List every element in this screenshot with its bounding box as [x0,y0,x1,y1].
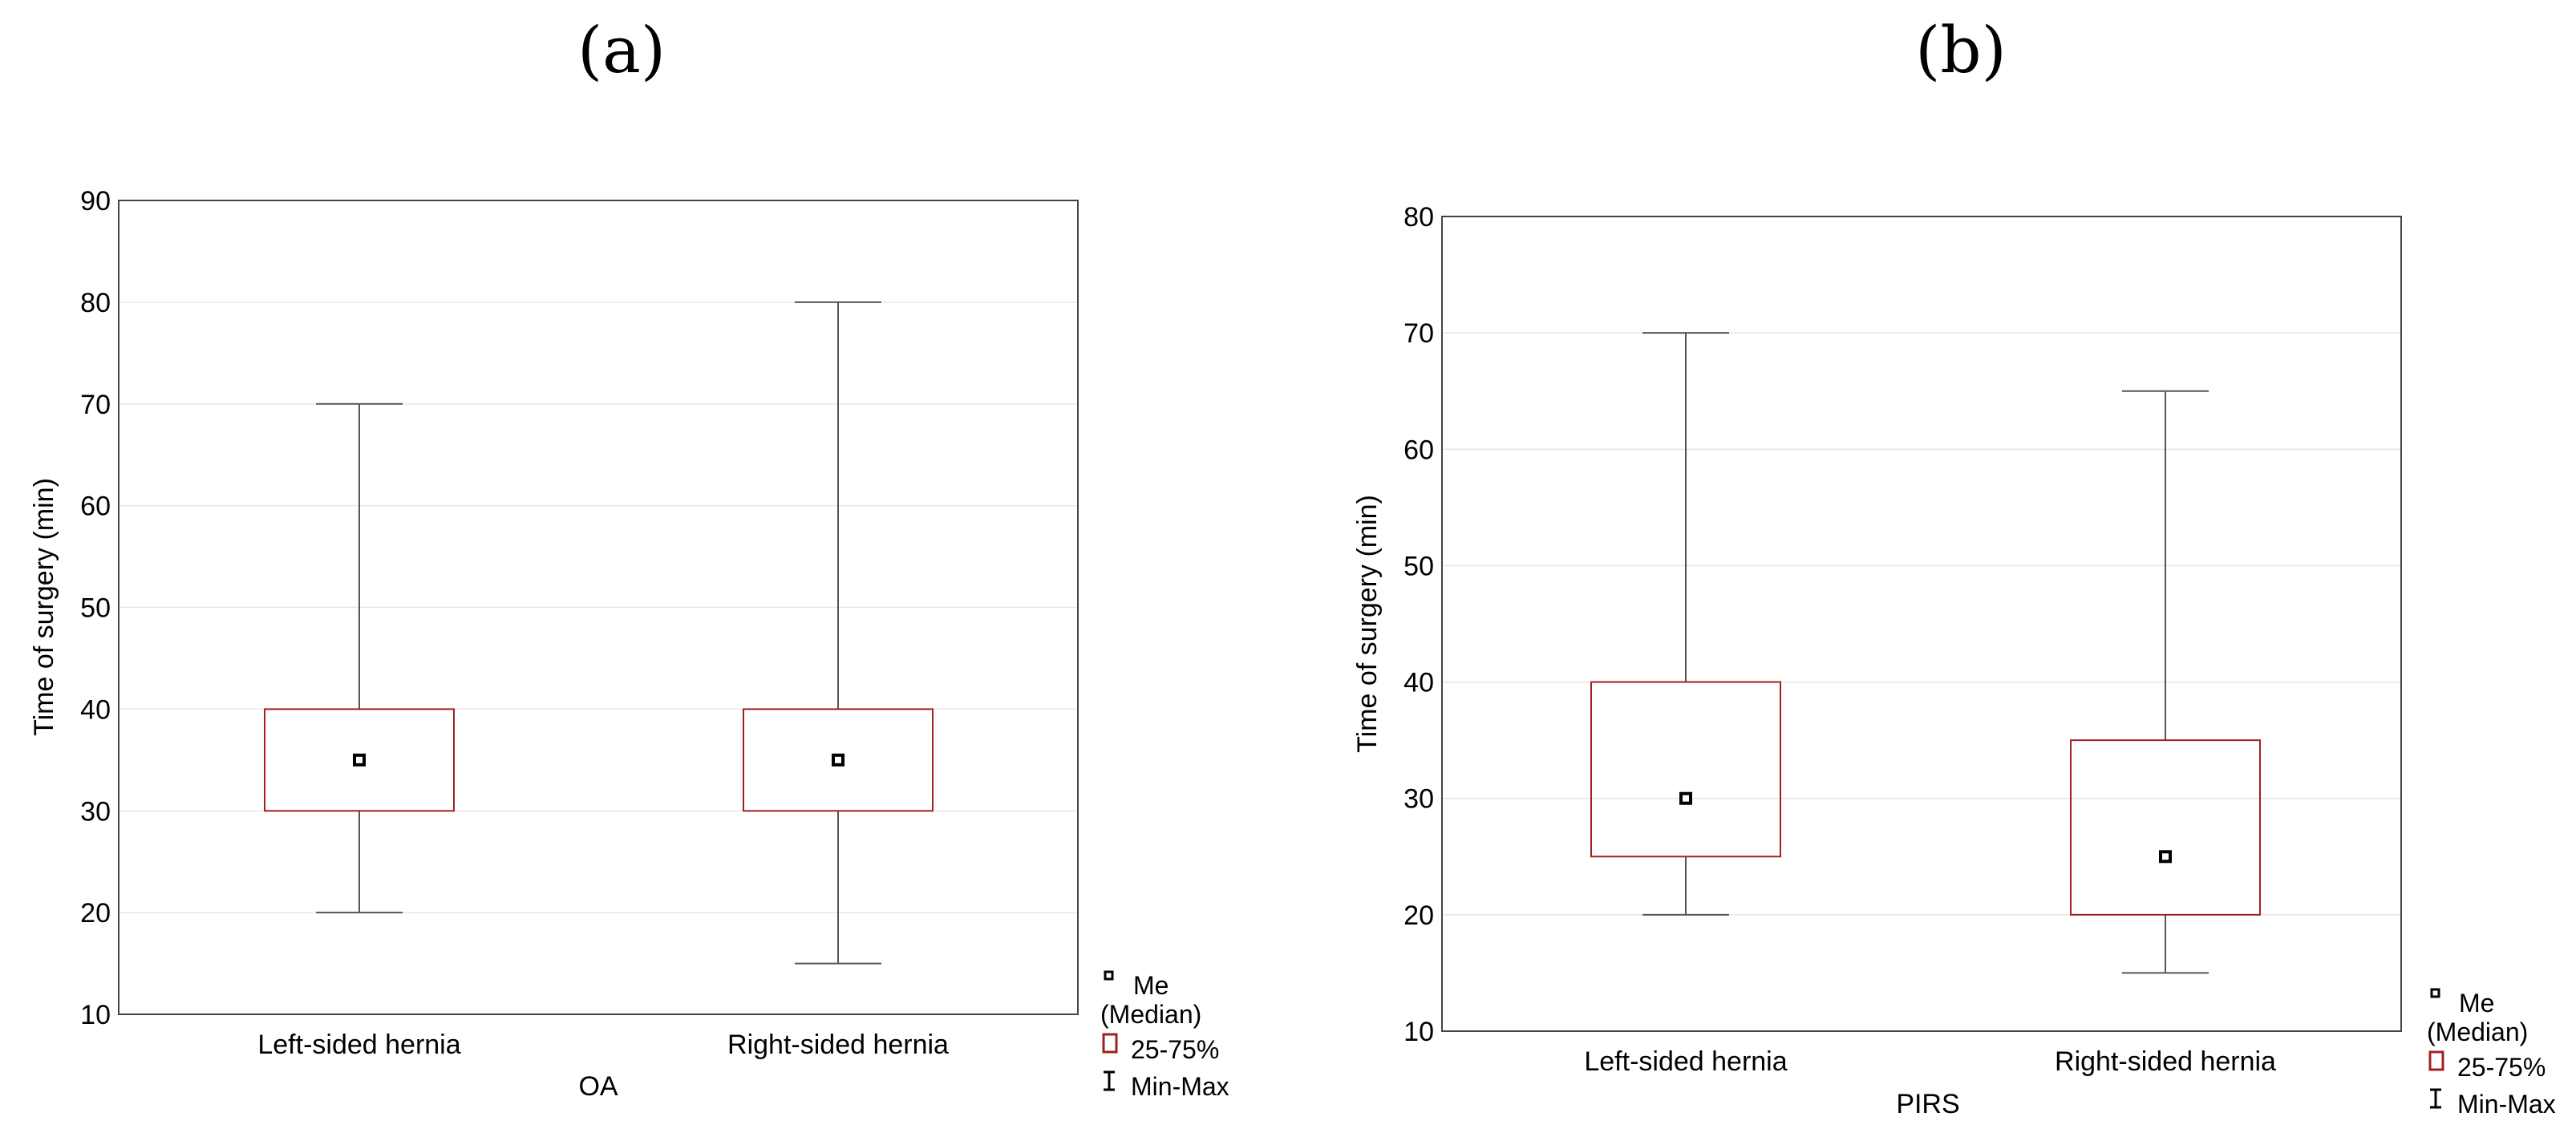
y-tick-label: 40 [1403,668,1434,698]
legend-median-label-2: (Median) [1100,1000,1201,1029]
box-b-1 [2070,390,2261,974]
iqr-box [1590,681,1781,858]
legend-median-marker-icon [1104,970,1114,981]
x-axis-title-a: OA [578,1071,618,1102]
y-tick-label: 60 [80,492,111,522]
y-tick-label: 70 [80,390,111,420]
y-tick-label: 70 [1403,318,1434,349]
y-tick-label: 50 [80,593,111,624]
y-ticks-b: 10 20 30 40 50 60 70 80 [1403,202,1434,1047]
legend-median-label-2: (Median) [2427,1018,2528,1046]
x-axis-title-b: PIRS [1896,1089,1959,1119]
boxes-b [1590,332,2261,974]
panel-label-b: (b) [1915,13,2007,87]
gridlines-b [1442,332,2401,916]
median-marker [353,753,366,767]
y-tick-label: 10 [80,1000,111,1030]
median-marker [832,753,844,767]
iqr-box [264,708,455,812]
y-axis-title-b: Time of surgery (min) [1352,495,1383,753]
median-marker [2159,850,2172,864]
y-ticks-a: 10 20 30 40 50 60 70 80 90 [80,186,111,1030]
category-label-a-1: Right-sided hernia [727,1030,949,1060]
category-label-b-1: Right-sided hernia [2055,1046,2276,1077]
y-tick-label: 30 [80,796,111,827]
legend-whisker-icon [2430,1088,2441,1109]
box-a-0 [264,403,455,914]
y-tick-label: 60 [1403,435,1434,465]
legend-median-marker-icon [2430,988,2440,998]
category-label-b-0: Left-sided hernia [1584,1046,1787,1077]
y-axis-title-a: Time of surgery (min) [29,478,59,736]
gridlines-a [119,301,1078,913]
panel-label-a: (a) [577,13,666,87]
plot-frame-a [118,200,1079,1015]
box-b-0 [1590,332,1781,916]
chart-panel-b: (b) 10 20 30 40 50 60 70 80 Left-sided hernia R… [1352,13,2402,1119]
y-tick-label: 20 [80,898,111,929]
plot-frame-b [1441,216,2402,1032]
y-tick-label: 80 [80,288,111,318]
y-tick-label: 20 [1403,900,1434,931]
category-label-a-0: Left-sided hernia [257,1030,460,1060]
boxes-a [264,301,934,965]
legend-b: Me (Median) 25-75% Min-Max [2427,988,2556,1119]
iqr-box [743,708,934,812]
y-tick-label: 50 [1403,551,1434,581]
legend-box-icon [1102,1033,1118,1054]
legend-median-label: Me [2459,989,2494,1018]
category-labels-b: Left-sided hernia Right-sided hernia [1584,1046,2276,1077]
y-tick-label: 90 [80,186,111,216]
chart-panel-a: (a) 10 20 30 40 50 60 70 80 90 Left-sided hernia… [29,13,1079,1102]
legend-whisker-label: Min-Max [2457,1090,2556,1119]
legend-box-icon [2428,1050,2444,1071]
legend-median-label: Me [1133,971,1169,1000]
iqr-box [2070,739,2261,916]
y-tick-label: 30 [1403,784,1434,815]
legend-box-label: 25-75% [1131,1035,1219,1064]
legend-a: Me (Median) 25-75% Min-Max [1100,970,1229,1101]
legend-whisker-label: Min-Max [1131,1072,1229,1101]
y-tick-label: 10 [1403,1017,1434,1047]
y-tick-label: 40 [80,694,111,725]
legend-box-label: 25-75% [2457,1053,2546,1082]
y-tick-label: 80 [1403,202,1434,233]
legend-whisker-icon [1104,1070,1115,1091]
box-a-1 [743,301,934,965]
median-marker [1679,791,1692,805]
category-labels-a: Left-sided hernia Right-sided hernia [257,1030,949,1060]
